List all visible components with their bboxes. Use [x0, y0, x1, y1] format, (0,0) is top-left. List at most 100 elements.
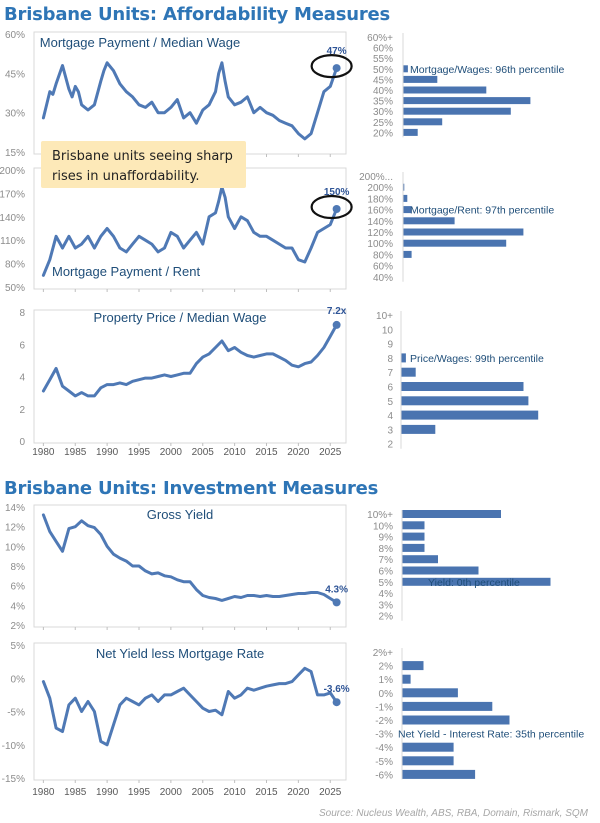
bar-category-label: 200% [367, 183, 393, 194]
bar [403, 183, 405, 191]
bar-category-label: 10% [373, 521, 393, 532]
bar [402, 510, 501, 518]
y-tick-label: 4% [11, 601, 26, 612]
chart-title: Net Yield less Mortgage Rate [96, 646, 264, 661]
bar-category-label: 120% [367, 228, 393, 239]
bar-category-label: -5% [375, 757, 393, 768]
bar-category-label: 40% [373, 273, 393, 284]
x-tick-label: 1985 [64, 447, 87, 458]
endpoint-marker [332, 698, 341, 707]
last-value-label: 4.3% [325, 584, 348, 595]
bar-category-label: -2% [375, 716, 393, 727]
chart-title: Property Price / Median Wage [94, 310, 267, 325]
bar [402, 555, 438, 564]
bar-category-label: 40% [373, 86, 393, 97]
highlight-ring [310, 194, 353, 220]
bar-category-label: 20% [373, 128, 393, 139]
y-tick-label: 2% [11, 621, 26, 632]
x-tick-label: 2020 [287, 447, 310, 458]
y-tick-label: -5% [7, 708, 25, 719]
x-tick-label: 2000 [160, 787, 183, 798]
bar-category-label: 180% [367, 194, 393, 205]
bar-category-label: 6% [379, 567, 394, 578]
investment-title: Brisbane Units: Investment Measures [4, 478, 379, 499]
bar-category-label: 80% [373, 250, 393, 261]
bar [403, 97, 531, 105]
bar-category-label: 9% [379, 533, 394, 544]
bar-category-label: 60% [373, 44, 393, 55]
bar-category-label: -3% [375, 730, 393, 741]
endpoint-marker [332, 598, 341, 607]
x-tick-label: 2005 [192, 787, 215, 798]
bar-category-label: 25% [373, 118, 393, 129]
x-tick-label: 2000 [160, 447, 183, 458]
series-line-3 [41, 323, 339, 398]
bar-category-label: 8% [379, 544, 394, 555]
bar [402, 715, 510, 725]
y-tick-label: 30% [5, 109, 25, 120]
x-tick-label: 1995 [128, 447, 151, 458]
bar [403, 194, 408, 202]
y-tick-label: 8% [11, 562, 26, 573]
y-tick-label: -15% [2, 774, 25, 785]
bar-category-label: -6% [375, 770, 393, 781]
last-value-label: 7.2x [327, 306, 347, 317]
bar-category-label: 4 [387, 411, 393, 422]
series-line-2 [41, 185, 339, 277]
bar [403, 118, 443, 126]
bar [402, 674, 411, 684]
plot-frame-4 [33, 504, 347, 628]
bar-category-label: 7% [379, 555, 394, 566]
series-line-4 [41, 513, 339, 604]
y-tick-label: 5% [11, 641, 26, 652]
bar-category-label: 200%... [359, 172, 393, 183]
bar-category-label: 5% [379, 578, 394, 589]
y-tick-label: 15% [5, 148, 25, 159]
bar-category-label: 10%+ [367, 510, 393, 521]
plot-frame-3 [33, 309, 347, 444]
y-tick-label: 60% [5, 30, 25, 41]
bar-category-label: 2% [379, 662, 394, 673]
highlight-ring [310, 53, 353, 79]
y-tick-label: 200% [0, 166, 25, 177]
x-tick-label: 1980 [32, 787, 55, 798]
endpoint-marker [332, 64, 341, 73]
bar [403, 107, 511, 115]
bar-category-label: 45% [373, 75, 393, 86]
bar [402, 688, 458, 698]
bar [402, 521, 425, 530]
bar-category-label: 50% [373, 65, 393, 76]
y-tick-label: 110% [0, 236, 25, 247]
bar-category-label: 10 [382, 325, 394, 336]
bar-category-label: 1% [379, 675, 394, 686]
bar [403, 217, 455, 225]
last-value-label: -3.6% [324, 684, 350, 695]
bar [401, 353, 406, 363]
bar [402, 543, 425, 552]
bar [401, 367, 416, 377]
bar-category-label: 7 [387, 368, 393, 379]
source-note: Source: Nucleus Wealth, ABS, RBA, Domain… [319, 808, 588, 819]
bar [402, 701, 493, 711]
y-tick-label: 14% [5, 503, 25, 514]
bar-category-label: 30% [373, 107, 393, 118]
bar [402, 756, 454, 766]
bar [403, 239, 507, 247]
x-tick-label: 1985 [64, 787, 87, 798]
bar [403, 250, 412, 258]
bar-category-label: 55% [373, 54, 393, 65]
last-value-label: 47% [327, 46, 347, 57]
bar [401, 424, 436, 434]
y-tick-label: 2 [19, 405, 25, 416]
percentile-annotation: Mortgage/Rent: 97th percentile [410, 205, 554, 217]
bar-category-label: 100% [367, 239, 393, 250]
x-tick-label: 2020 [287, 787, 310, 798]
bar [403, 65, 408, 73]
bar [401, 396, 529, 406]
bar [401, 410, 539, 420]
bar-category-label: 4% [379, 589, 394, 600]
y-tick-label: 8 [19, 308, 25, 319]
y-tick-label: 45% [5, 69, 25, 80]
y-tick-label: 10% [5, 542, 25, 553]
